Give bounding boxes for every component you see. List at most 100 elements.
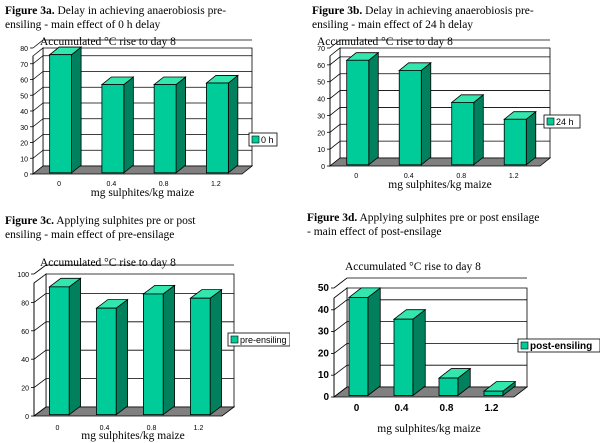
bar-side — [525, 110, 537, 166]
chart-svg: 0 10 20 30 40 50 60 70 80 0 0.4 0.8 1.2 Accumulated °… — [20, 36, 278, 199]
legend-swatch — [251, 135, 260, 144]
gridline-side — [32, 102, 44, 112]
figure-3c-caption: Figure 3c. Applying sulphites pre or pos… — [5, 214, 290, 242]
legend: 0 h — [248, 132, 278, 147]
bar-side — [68, 277, 81, 416]
caption-text: Delay in achieving anaerobiosis pre- — [362, 5, 534, 17]
x-tick-label: 0 — [57, 181, 61, 188]
bar — [398, 70, 422, 166]
x-tick-label: 0.8 — [456, 173, 466, 180]
caption-text-line2: ensiling - main effect of pre-ensilage — [5, 229, 175, 241]
y-tick-label: 0 — [321, 164, 325, 171]
y-tick-label: 80 — [21, 300, 29, 307]
gridline-side — [329, 90, 341, 99]
y-tick-label: 10 — [20, 156, 28, 163]
plot-floor — [328, 157, 552, 167]
y-tick-label: 20 — [20, 141, 28, 148]
caption-text-line2: - main effect of post-ensilage — [307, 226, 442, 238]
y-tick-label: 60 — [21, 329, 29, 336]
gridline-side — [329, 56, 341, 66]
chart-svg: 0 20 40 60 80 100 0 0.4 0.8 1.2 Accumulated °C ris… — [17, 257, 290, 442]
gridline-side — [33, 293, 47, 303]
bar — [49, 286, 70, 416]
legend: 24 h — [543, 114, 581, 129]
bar — [451, 102, 475, 166]
y-tick-label: 30 — [317, 113, 325, 120]
legend-label: post-ensiling — [530, 341, 592, 352]
y-tick-label: 0 — [323, 392, 329, 403]
y-tick-label: 10 — [318, 370, 330, 381]
x-tick-label: 1.2 — [509, 173, 519, 180]
bar — [153, 84, 177, 174]
gridline-side — [329, 107, 341, 116]
bar — [483, 390, 504, 396]
gridline-side — [32, 39, 44, 49]
bar — [438, 377, 459, 396]
y-tick-label: 80 — [20, 46, 28, 53]
bar — [503, 118, 527, 166]
x-tick-label: 0.4 — [395, 403, 409, 414]
caption-text-line2: ensiling - main effect of 0 h delay — [5, 19, 161, 31]
gridline-side — [33, 264, 47, 275]
gridline-side — [329, 123, 341, 133]
gridline-side — [32, 71, 44, 80]
y-tick-label: 40 — [21, 357, 29, 364]
bar-side — [367, 287, 381, 397]
chart-title: Accumulated °C rise to day 8 — [317, 36, 453, 48]
legend-box — [517, 338, 600, 353]
gridline-side — [32, 118, 44, 128]
chart-svg: 0 10 20 30 40 50 0 0.4 0.8 1.2 Accumulated °C rise… — [318, 261, 600, 435]
plot-floor — [32, 406, 236, 417]
caption-text: Applying sulphites pre or post — [53, 215, 196, 227]
x-axis-label: mg sulphites/kg maize — [81, 430, 184, 442]
gridline-side — [32, 86, 44, 96]
bar-side — [473, 93, 484, 166]
bar — [346, 59, 370, 166]
x-tick-label: 0.4 — [107, 181, 117, 188]
figure-3d-caption: Figure 3d. Applying sulphites pre or pos… — [307, 211, 597, 239]
gridline-side — [33, 349, 47, 360]
plot-floor — [332, 386, 529, 398]
caption-text: Applying sulphites pre or post ensilage — [357, 212, 540, 224]
gridline-side — [32, 55, 44, 65]
x-tick-label: 0.8 — [159, 181, 169, 188]
caption-label: Figure 3d. — [307, 212, 358, 224]
gridline-side — [333, 299, 348, 311]
y-tick-label: 60 — [317, 63, 325, 70]
legend-label: pre-ensiling — [240, 335, 287, 345]
gridline-side — [333, 343, 348, 354]
caption-label: Figure 3a. — [5, 5, 55, 17]
y-tick-label: 40 — [20, 109, 28, 116]
caption-label: Figure 3c. — [5, 215, 54, 227]
legend-box — [227, 332, 290, 347]
gridline-side — [333, 364, 348, 376]
y-tick-label: 50 — [318, 283, 330, 294]
figure-3a-caption: Figure 3a. Delay in achieving anaerobios… — [5, 4, 290, 32]
chart-title: Accumulated °C rise to day 8 — [40, 36, 176, 48]
caption-label: Figure 3b. — [312, 5, 363, 17]
x-tick-label: 0 — [56, 425, 60, 432]
y-tick-label: 20 — [317, 130, 325, 137]
x-tick-label: 0.4 — [100, 425, 110, 432]
bar-side — [368, 51, 379, 166]
y-tick-label: 60 — [20, 78, 28, 85]
y-tick-label: 100 — [17, 272, 29, 279]
chart-3c: 0 20 40 60 80 100 0 0.4 0.8 1.2 Accumulated °C ris… — [0, 252, 290, 443]
x-axis-label: mg sulphites/kg maize — [377, 423, 480, 435]
gridline-side — [333, 277, 348, 289]
legend-label: 0 h — [261, 135, 274, 145]
bar-side — [412, 308, 426, 397]
plot-floor — [31, 165, 254, 175]
gridline-side — [33, 378, 47, 388]
legend-label: 24 h — [556, 117, 574, 127]
y-tick-label: 30 — [318, 327, 330, 338]
y-tick-label: 20 — [318, 348, 330, 359]
bar — [49, 54, 72, 174]
gridline-side — [329, 39, 341, 49]
y-tick-label: 20 — [21, 386, 29, 393]
chart-3a: 0 10 20 30 40 50 60 70 80 0 0.4 0.8 1.2 Accumulated °… — [0, 32, 290, 210]
legend: post-ensiling — [517, 338, 600, 353]
y-tick-label: 40 — [317, 97, 325, 104]
bar — [190, 297, 211, 416]
bar-side — [209, 288, 222, 416]
